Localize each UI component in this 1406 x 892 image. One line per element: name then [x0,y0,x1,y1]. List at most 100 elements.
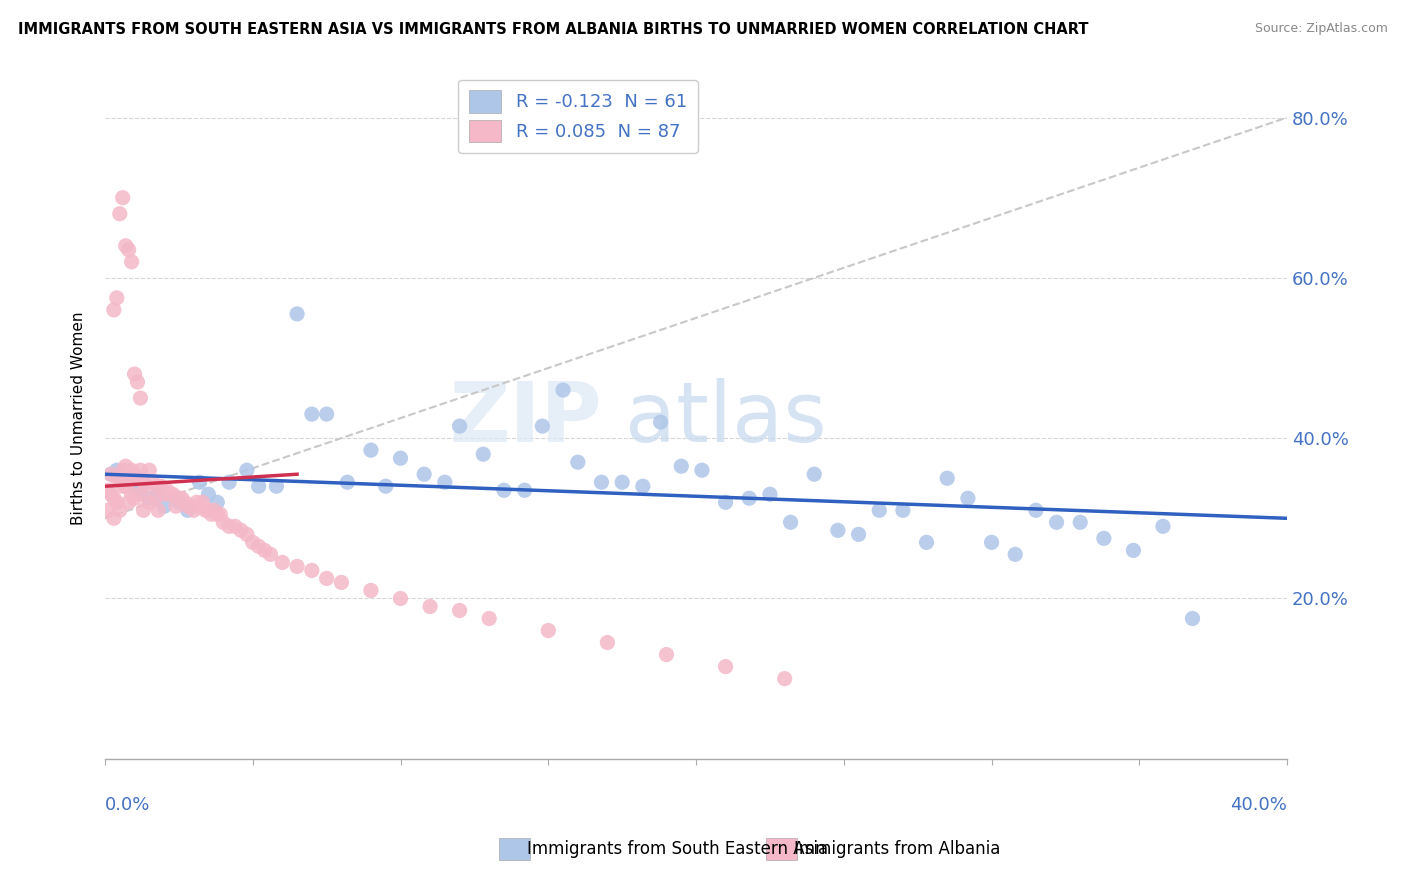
Point [236,463,259,477]
Point [124,467,146,482]
Point [127,375,149,389]
Legend: R = -0.123  N = 61, R = 0.085  N = 87: R = -0.123 N = 61, R = 0.085 N = 87 [458,79,697,153]
Point [330,575,353,590]
Point [194,503,217,517]
Point [449,419,471,434]
Point [773,672,796,686]
Point [108,207,131,221]
Point [200,508,222,522]
Point [513,483,536,498]
Point [596,635,619,649]
Point [114,479,136,493]
Point [936,471,959,485]
Point [271,555,294,569]
Point [1152,519,1174,533]
Point [148,487,170,501]
Point [301,407,323,421]
Point [360,583,382,598]
Point [827,524,849,538]
Text: IMMIGRANTS FROM SOUTH EASTERN ASIA VS IMMIGRANTS FROM ALBANIA BIRTHS TO UNMARRIE: IMMIGRANTS FROM SOUTH EASTERN ASIA VS IM… [18,22,1088,37]
Point [956,491,979,506]
Point [537,624,560,638]
Point [138,463,160,477]
Text: Immigrants from Albania: Immigrants from Albania [794,840,1001,858]
Point [650,415,672,429]
Point [229,524,252,538]
Point [655,648,678,662]
Point [478,611,501,625]
Point [1025,503,1047,517]
Point [173,495,195,509]
Point [531,419,554,434]
Point [100,467,122,482]
Point [105,463,128,477]
Point [915,535,938,549]
Point [108,471,131,485]
Point [129,483,152,498]
Point [159,487,181,501]
Point [389,451,412,466]
Point [105,471,128,485]
Point [129,463,152,477]
Point [266,479,288,493]
Point [738,491,761,506]
Point [1092,532,1115,546]
Point [315,571,337,585]
Point [1069,516,1091,530]
Point [253,543,276,558]
Point [97,483,120,498]
Point [105,495,128,509]
Point [138,495,160,509]
Point [336,475,359,490]
Point [690,463,713,477]
Text: Immigrants from South Eastern Asia: Immigrants from South Eastern Asia [527,840,828,858]
Point [121,255,143,269]
Point [1004,548,1026,562]
Point [114,239,136,253]
Point [117,471,139,485]
Point [170,491,193,506]
Point [135,479,157,493]
Point [868,503,890,517]
Point [111,475,134,490]
Point [177,503,200,517]
Point [150,479,173,493]
Point [156,483,179,498]
Point [1122,543,1144,558]
Point [567,455,589,469]
Point [891,503,914,517]
Point [143,491,166,506]
Point [1181,611,1204,625]
Point [591,475,613,490]
Point [148,503,170,517]
Point [129,487,152,501]
Point [259,548,281,562]
Point [242,535,264,549]
Point [759,487,782,501]
Text: Source: ZipAtlas.com: Source: ZipAtlas.com [1254,22,1388,36]
Point [167,495,190,509]
Text: ZIP: ZIP [449,377,602,458]
Point [117,495,139,509]
Point [803,467,825,482]
Point [153,487,176,501]
Point [301,563,323,577]
Point [218,519,240,533]
Point [236,527,259,541]
Point [129,391,152,405]
Point [138,491,160,506]
Point [389,591,412,606]
Point [132,475,155,490]
Point [848,527,870,541]
Point [117,243,139,257]
Point [111,191,134,205]
Point [121,463,143,477]
Point [1045,516,1067,530]
Point [472,447,495,461]
Point [103,511,125,525]
Text: 0.0%: 0.0% [105,797,150,814]
Point [218,475,240,490]
Point [124,479,146,493]
Point [132,503,155,517]
Point [433,475,456,490]
